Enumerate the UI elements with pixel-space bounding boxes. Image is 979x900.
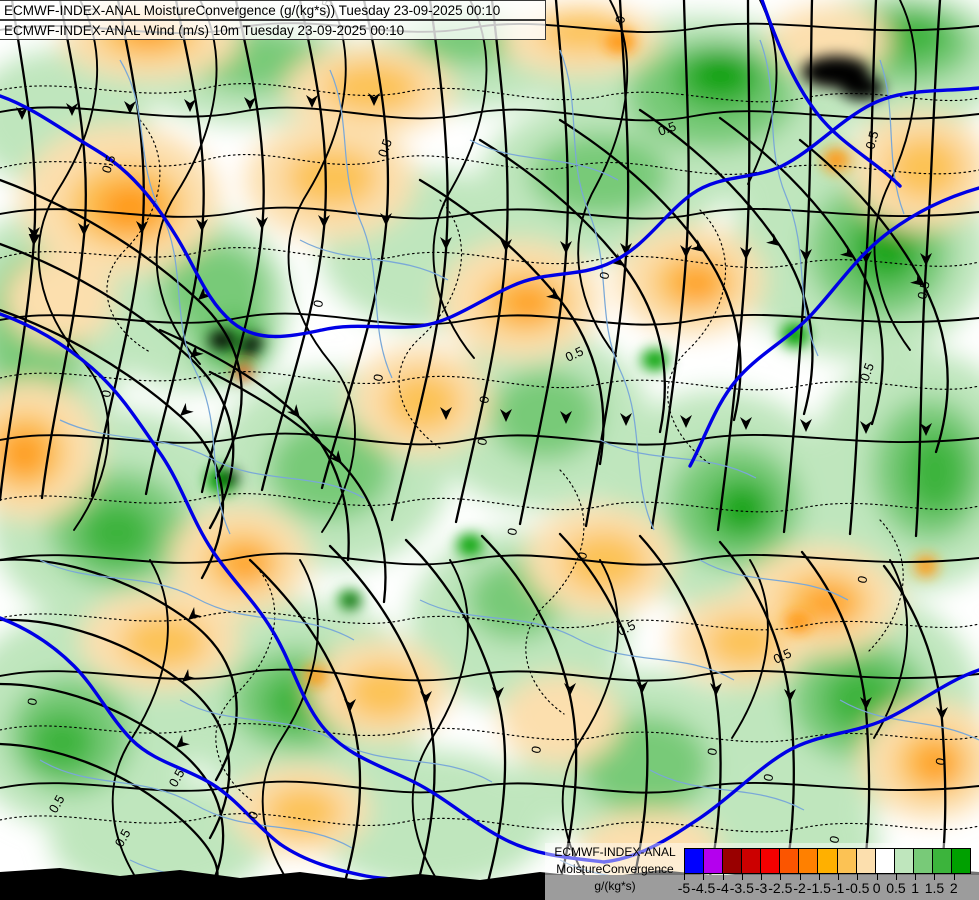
map-title-moisture-convergence: ECMWF-INDEX-ANAL MoistureConvergence (g/… [0,0,546,20]
svg-text:0: 0 [574,551,590,561]
svg-text:0: 0 [370,373,386,383]
rivers-layer [39,39,979,899]
svg-text:0.5: 0.5 [857,361,877,383]
svg-text:0.5: 0.5 [99,153,119,175]
svg-text:0: 0 [704,747,720,757]
svg-text:0: 0 [245,809,262,821]
svg-text:0: 0 [504,527,520,537]
colorbar-tick-label-10: 0 [872,880,881,896]
colorbar-swatch-8 [837,849,857,873]
colorbar-tick-2 [722,874,724,880]
colorbar-tick-label-6: -2 [793,880,806,896]
svg-text:0: 0 [474,437,490,447]
colorbar-tick-label-13: 1.5 [924,880,945,896]
svg-text:0: 0 [528,745,544,755]
colorbar-tick-6 [799,874,801,880]
colorbar-tick-4 [761,874,763,880]
colorbar-tick-7 [818,874,820,880]
svg-text:0.5: 0.5 [656,119,678,139]
colorbar-swatch-5 [780,849,800,873]
legend-caption: ECMWF-INDEX-ANAL MoistureConvergence g/(… [545,843,685,900]
dotted-contour-lines [0,83,979,833]
svg-text:0.5: 0.5 [563,343,586,364]
map-title-wind: ECMWF-INDEX-ANAL Wind (m/s) 10m Tuesday … [0,20,546,40]
colorbar-tick-label-1: -4.5 [691,880,716,896]
colorbar-swatch-7 [818,849,838,873]
colorbar-swatch-13 [932,849,952,873]
legend-model-name: ECMWF-INDEX-ANAL [554,845,676,859]
colorbar-tick-label-7: -1.5 [806,880,831,896]
colorbar-tick-label-12: 1 [911,880,920,896]
svg-text:0: 0 [932,756,948,766]
svg-text:0.5: 0.5 [615,617,638,638]
colorbar-ticks: -5 -4.5 -4 -3.5 -3 -2.5 -2 -1.5 -1 -0.5 0 0.5 1 1.5 2 [678,874,973,900]
colorbar-tick-label-9: -0.5 [845,880,870,896]
colorbar-swatch-4 [761,849,781,873]
colorbar-swatch-3 [742,849,762,873]
colorbar-swatch-11 [894,849,914,873]
colorbar-tick-12 [915,874,917,880]
svg-text:0: 0 [24,697,40,707]
colorbar-tick-label-5: -2.5 [768,880,793,896]
legend-units: g/(kg*s) [594,879,636,893]
colorbar-swatches[interactable] [684,848,971,874]
colorbar-tick-14 [953,874,955,880]
colorbar-swatch-12 [913,849,933,873]
colorbar-tick-label-11: 0.5 [886,880,906,896]
colorbar-tick-label-8: -1 [831,880,845,896]
svg-text:0.5: 0.5 [375,137,395,159]
colorbar-legend[interactable]: ECMWF-INDEX-ANAL MoistureConvergence g/(… [545,843,979,900]
colorbar-tick-label-2: -4 [716,880,729,896]
colorbar-swatch-1 [704,849,724,873]
svg-text:0: 0 [310,299,326,309]
svg-text:0.5: 0.5 [862,129,881,150]
colorbar-tick-9 [857,874,859,880]
colorbar-tick-1 [703,874,705,880]
svg-text:0: 0 [612,15,628,25]
legend-field-name: MoistureConvergence [556,862,674,876]
colorbar-swatch-14 [951,849,970,873]
colorbar-swatch-10 [875,849,895,873]
colorbar-tick-label-0: -5 [677,880,691,896]
colorbar-tick-label-3: -3.5 [729,880,754,896]
colorbar-tick-11 [895,874,897,880]
colorbar-tick-label-4: -3 [754,880,768,896]
svg-text:0: 0 [826,834,842,844]
colorbar-tick-13 [934,874,936,880]
colorbar-tick-8 [838,874,840,880]
colorbar-swatch-9 [856,849,876,873]
svg-text:0: 0 [596,270,612,280]
colorbar-tick-10 [876,874,878,880]
colorbar-tick-label-14: 2 [949,880,958,896]
svg-text:0.5: 0.5 [771,645,794,666]
svg-text:0: 0 [98,389,114,399]
svg-text:0: 0 [760,772,776,782]
colorbar-swatch-0 [685,849,705,873]
svg-text:0: 0 [854,574,870,584]
colorbar-tick-0 [684,874,685,880]
colorbar-swatch-6 [799,849,819,873]
colorbar-swatch-2 [723,849,743,873]
colorbar-tick-3 [741,874,743,880]
svg-text:0: 0 [476,395,492,405]
colorbar-tick-5 [780,874,782,880]
svg-text:0.5: 0.5 [914,280,932,301]
